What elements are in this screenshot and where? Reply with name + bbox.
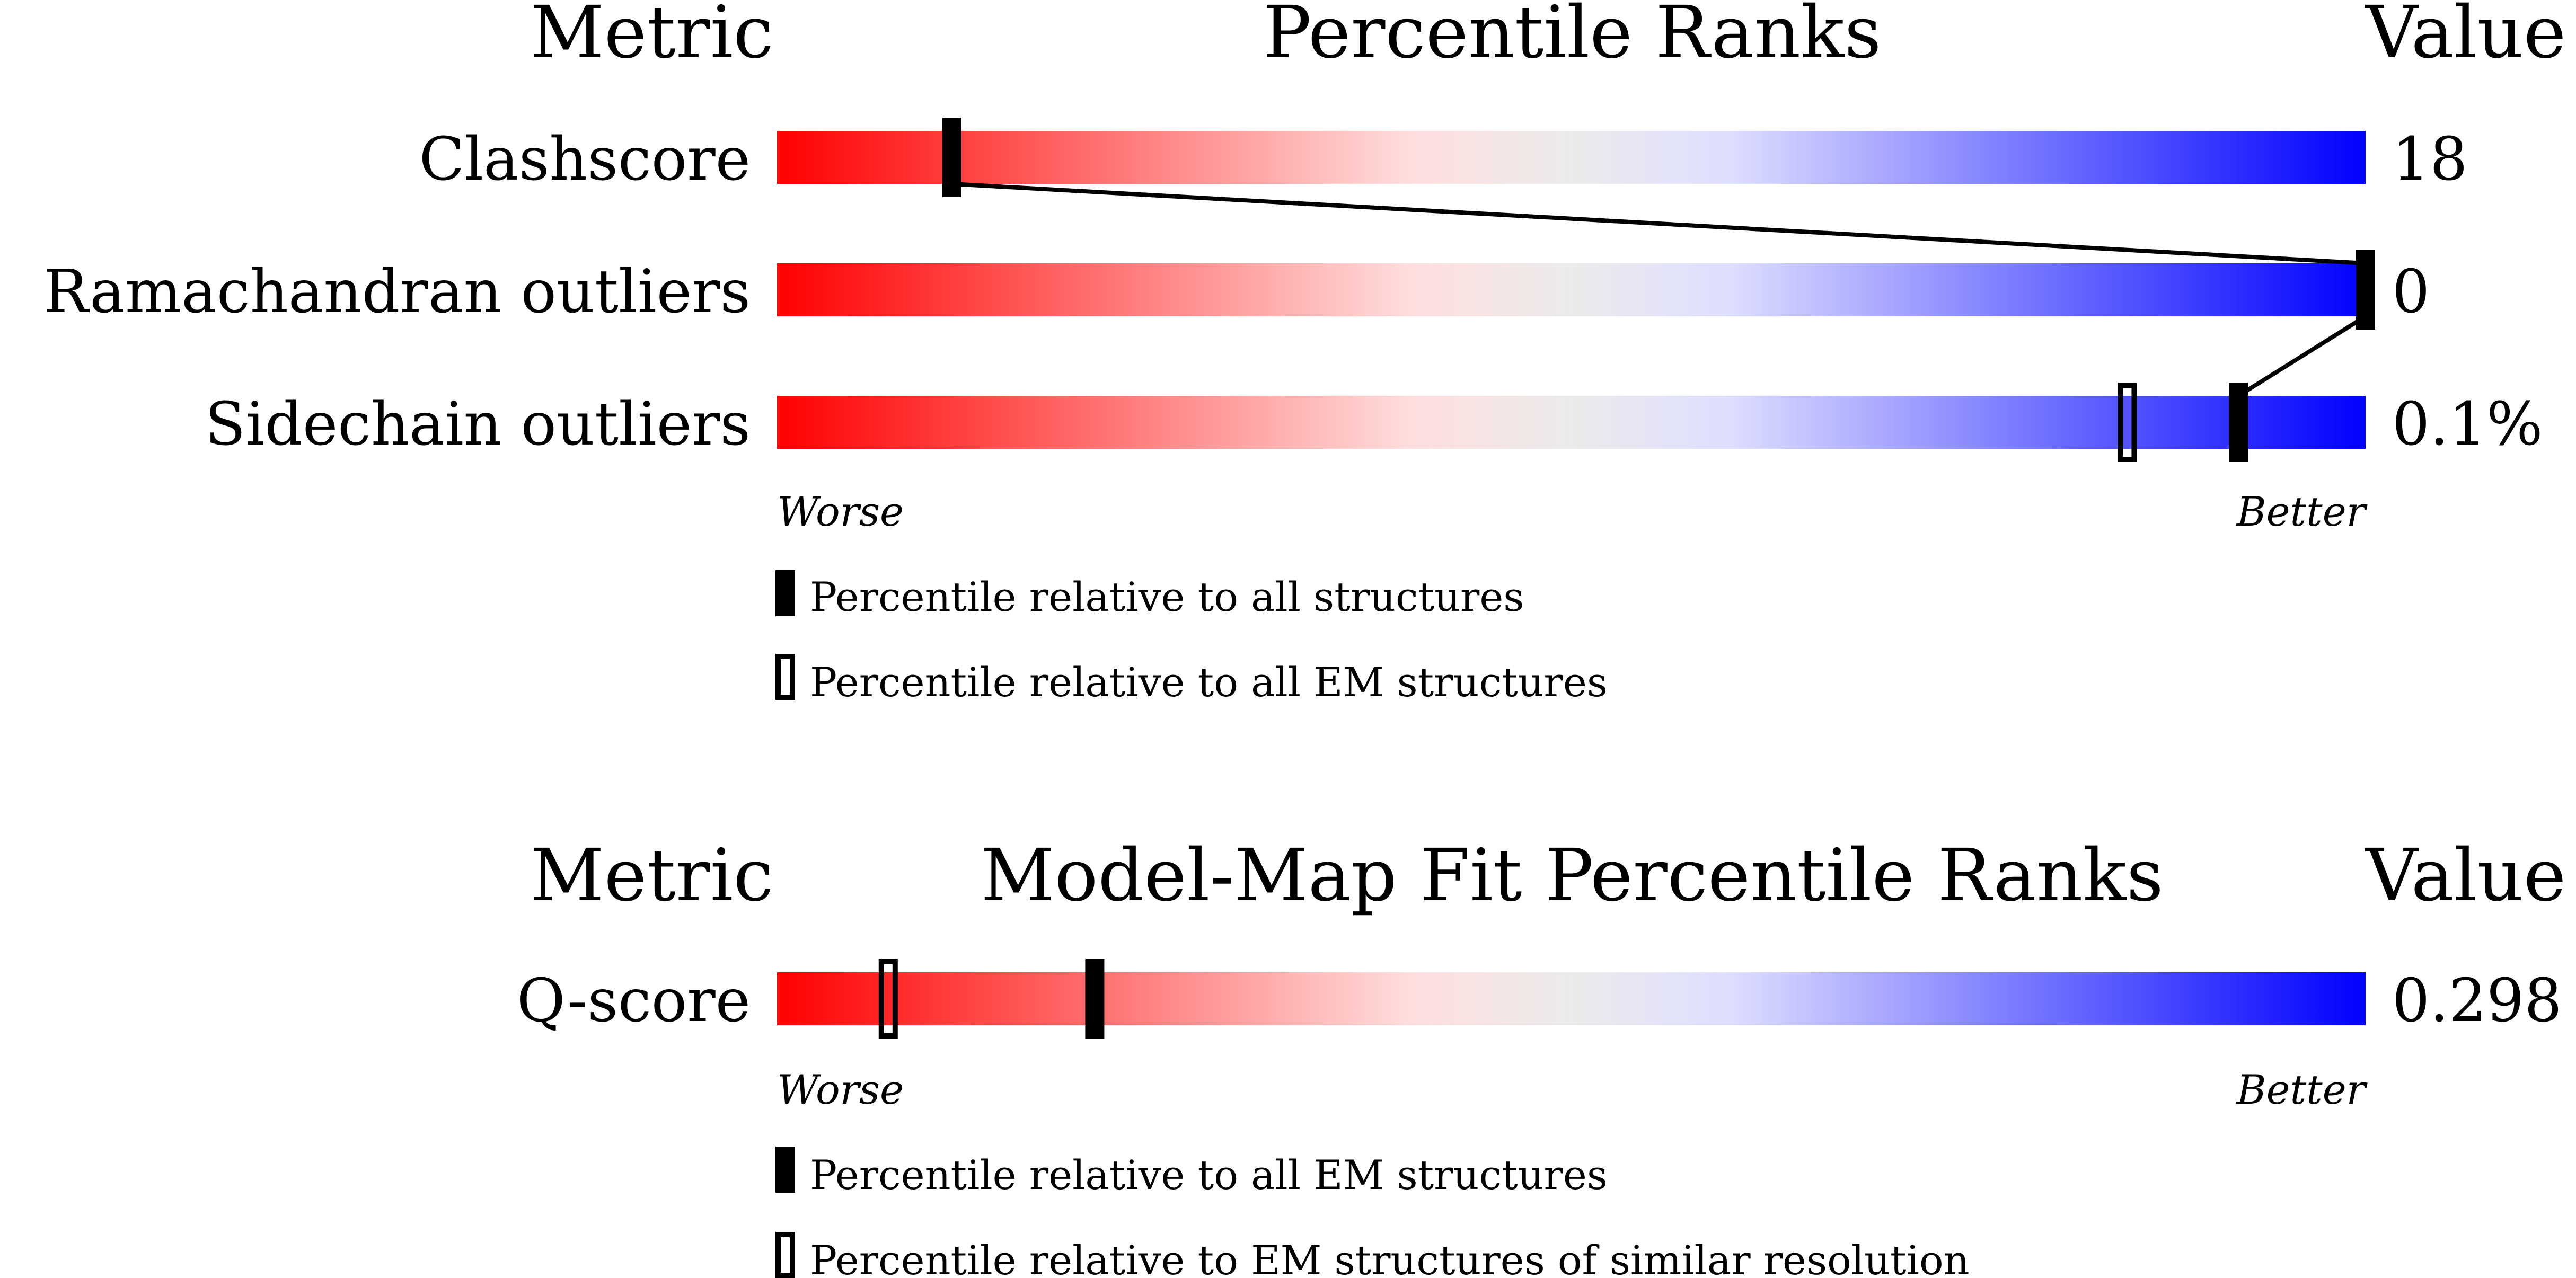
worse-label-2: Worse xyxy=(777,1066,904,1113)
metric-value: 0 xyxy=(2392,258,2430,326)
legend-label-all-em: Percentile relative to all EM structures xyxy=(810,1151,1608,1199)
metric-value: 18 xyxy=(2392,125,2468,194)
metric-row: Q-score 0.298 xyxy=(517,959,2562,1039)
metric-label: Q-score xyxy=(517,966,751,1035)
percentile-bar xyxy=(777,131,2366,184)
percentile-em-marker xyxy=(878,959,898,1039)
metric-header: Metric xyxy=(530,0,773,75)
percentile-all-marker xyxy=(1085,959,1105,1039)
legend-open-marker-2 xyxy=(775,1232,795,1278)
percentile-bar xyxy=(777,972,2366,1025)
metric-label: Sidechain outliers xyxy=(205,390,751,459)
percentile-bar xyxy=(777,396,2366,449)
percentile-bar xyxy=(777,263,2366,316)
legend-label-similar-res: Percentile relative to EM structures of … xyxy=(810,1237,1970,1278)
panel-1-rows: Clashscore 18 Ramachandran outliers 0 Sidech… xyxy=(43,118,2543,462)
legend-filled-marker-2 xyxy=(775,1147,795,1193)
chart-title-2: Model-Map Fit Percentile Ranks xyxy=(981,834,2163,918)
percentile-em-marker xyxy=(2118,383,2137,462)
metric-header-2: Metric xyxy=(530,834,773,918)
connector-line xyxy=(951,182,2366,265)
legend-label-em: Percentile relative to all EM structures xyxy=(810,659,1608,706)
connector-line xyxy=(2237,314,2367,398)
value-header: Value xyxy=(2365,0,2566,75)
chart-title: Percentile Ranks xyxy=(1263,0,1882,75)
metric-row: Clashscore 18 xyxy=(419,118,2468,197)
metric-value: 0.1% xyxy=(2392,390,2543,459)
metric-row: Sidechain outliers 0.1% xyxy=(205,383,2543,462)
better-label-2: Better xyxy=(2236,1066,2368,1113)
metric-label: Ramachandran outliers xyxy=(43,258,751,326)
legend-filled-marker xyxy=(775,570,795,616)
value-header-2: Value xyxy=(2365,834,2566,918)
metric-row: Ramachandran outliers 0 xyxy=(43,250,2430,330)
legend-label-all: Percentile relative to all structures xyxy=(810,573,1524,620)
metric-value: 0.298 xyxy=(2392,966,2562,1035)
better-label: Better xyxy=(2236,488,2368,535)
worse-label: Worse xyxy=(777,488,904,535)
metric-label: Clashscore xyxy=(419,125,751,194)
panel-2-rows: Q-score 0.298 xyxy=(517,959,2562,1039)
legend-open-marker xyxy=(775,654,795,700)
